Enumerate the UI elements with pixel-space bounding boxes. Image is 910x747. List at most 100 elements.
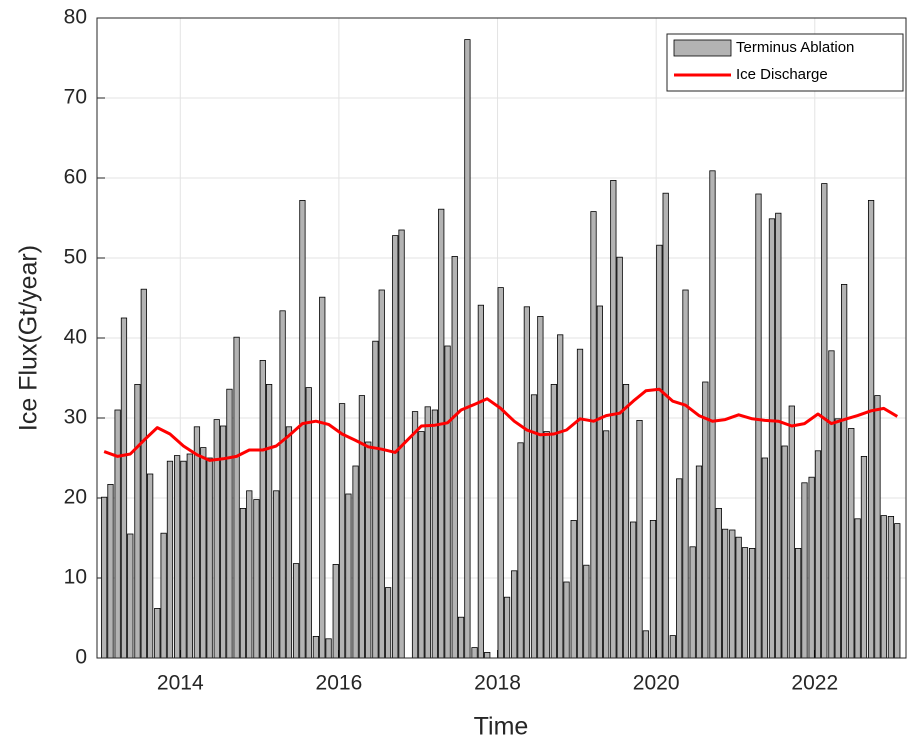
bar [173,455,181,659]
bar [273,490,280,659]
legend-label: Ice Discharge [736,66,828,83]
bar [867,199,875,659]
y-tick-label: 50 [64,246,87,269]
bar [622,383,630,659]
bar [134,383,141,659]
bar [768,218,776,659]
bar [464,39,471,659]
bar [451,255,458,659]
bar [384,587,392,659]
bar [219,425,227,659]
bar [596,305,603,659]
bar [233,336,240,659]
bar [749,548,756,659]
bar [880,515,887,659]
y-tick-label: 10 [64,566,87,589]
bar [193,426,201,659]
bar [841,283,848,659]
bar [761,457,768,659]
bar [788,405,795,659]
bar [735,536,742,659]
x-tick-label: 2022 [791,672,838,695]
y-tick-label: 0 [75,646,87,669]
bar [828,350,835,659]
y-tick-label: 80 [64,6,87,29]
bar [563,581,570,659]
bar [616,256,623,659]
bar [259,359,266,659]
x-tick-label: 2016 [316,672,363,695]
bar [378,289,385,659]
bar [332,564,339,659]
bar [503,596,511,659]
bar [808,476,815,659]
bar [860,455,868,659]
bar [656,244,663,659]
bar [497,287,504,659]
bar [246,490,253,659]
bar [834,418,841,659]
bar [603,430,610,659]
x-tick-label: 2018 [474,672,521,695]
bar [319,296,326,659]
bar [457,616,465,659]
bar [154,608,161,659]
x-axis-label: Time [474,713,529,741]
bar [729,529,736,659]
bar [795,548,802,659]
bar [477,304,484,659]
bar [550,383,557,659]
bar [127,533,134,659]
bar [814,450,822,659]
bar [166,460,174,659]
bar [642,630,649,659]
bar [444,345,451,659]
y-tick-label: 20 [64,486,87,509]
bar [676,478,683,659]
x-tick-label: 2020 [633,672,680,695]
bar [292,563,300,659]
bar [583,564,590,659]
bar [682,289,689,659]
y-tick-label: 60 [64,166,87,189]
bar [140,288,147,659]
bar [345,493,352,659]
bar [438,208,445,659]
bar [213,419,220,659]
bar [147,473,154,659]
bar [101,496,108,659]
line [103,387,899,462]
bar [358,395,366,659]
y-tick-label: 30 [64,406,87,429]
bar [424,406,431,659]
bar [186,453,193,659]
bar [312,636,320,659]
bar [200,447,207,659]
bar [894,523,901,659]
bar [590,211,597,659]
legend-swatch [673,39,732,57]
bar [874,395,881,659]
bar [702,381,709,659]
bar [411,411,419,659]
bar [669,635,676,659]
bar [557,334,564,659]
bar [266,383,273,659]
x-tick-label: 2014 [157,672,204,695]
bar [484,652,491,659]
bar [887,516,895,659]
bar [610,179,617,659]
bar [372,340,379,659]
bar [636,419,643,659]
bar [517,442,524,659]
bar [649,520,657,659]
bar [801,482,808,659]
bar [253,499,260,659]
bar [755,193,762,659]
bar [431,409,438,659]
bar [741,547,749,659]
bar [523,306,530,659]
bar [325,638,332,659]
bar [689,546,696,659]
bar [775,212,782,659]
